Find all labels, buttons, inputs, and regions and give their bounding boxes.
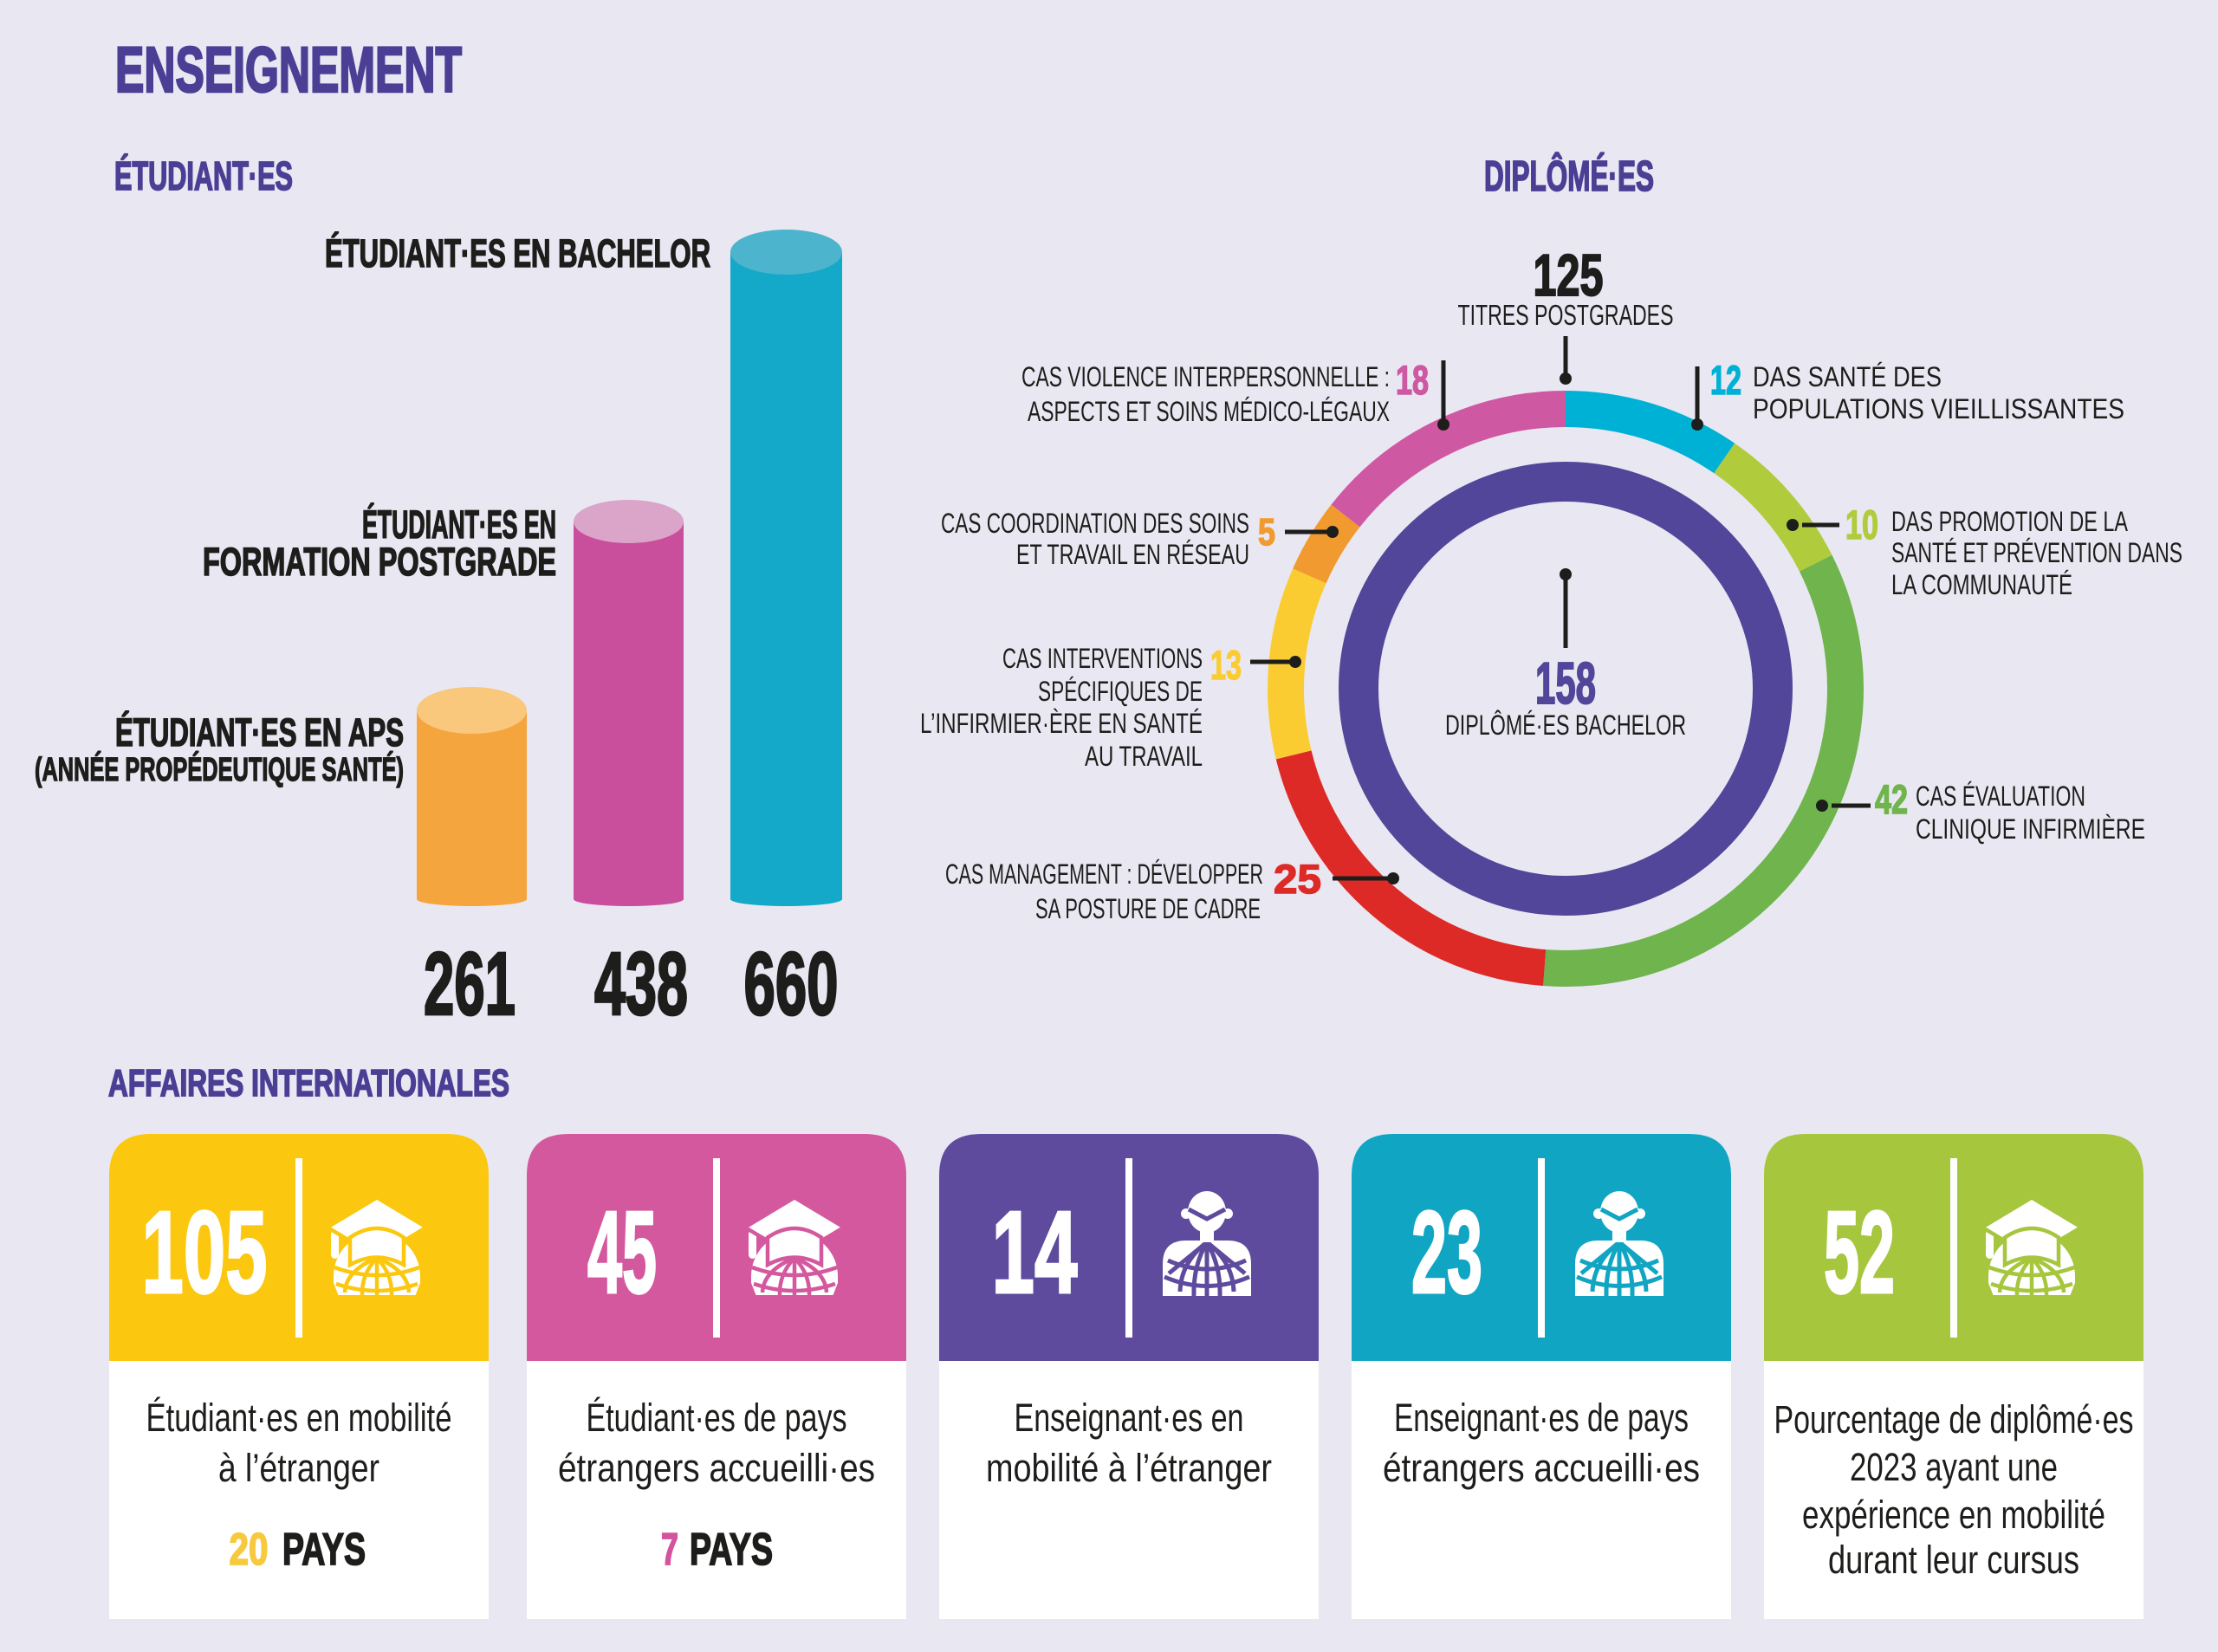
svg-text:POPULATIONS VIEILLISSANTES: POPULATIONS VIEILLISSANTES xyxy=(1753,393,2124,424)
svg-text:Pourcentage de diplômé·es: Pourcentage de diplômé·es xyxy=(1774,1397,2134,1441)
svg-text:SANTÉ ET PRÉVENTION DANS: SANTÉ ET PRÉVENTION DANS xyxy=(1891,537,2182,568)
svg-text:mobilité à l’étranger: mobilité à l’étranger xyxy=(986,1446,1272,1490)
svg-text:AU TRAVAIL: AU TRAVAIL xyxy=(1085,741,1203,772)
svg-text:à l’étranger: à l’étranger xyxy=(218,1446,379,1490)
svg-text:DAS SANTÉ DES: DAS SANTÉ DES xyxy=(1753,361,1942,392)
svg-text:ENSEIGNEMENT: ENSEIGNEMENT xyxy=(115,34,462,106)
svg-text:durant leur cursus: durant leur cursus xyxy=(1828,1538,2079,1582)
svg-text:DAS PROMOTION DE LA: DAS PROMOTION DE LA xyxy=(1891,506,2128,537)
svg-text:14: 14 xyxy=(992,1187,1078,1318)
svg-text:AFFAIRES INTERNATIONALES: AFFAIRES INTERNATIONALES xyxy=(108,1062,509,1105)
svg-text:23: 23 xyxy=(1411,1187,1482,1318)
svg-text:7: 7 xyxy=(661,1525,678,1575)
svg-text:PAYS: PAYS xyxy=(282,1525,366,1575)
svg-text:ÉTUDIANT·ES: ÉTUDIANT·ES xyxy=(114,153,293,198)
svg-text:SPÉCIFIQUES DE: SPÉCIFIQUES DE xyxy=(1038,676,1203,707)
svg-text:20: 20 xyxy=(230,1525,269,1575)
svg-text:SA POSTURE DE CADRE: SA POSTURE DE CADRE xyxy=(1035,893,1261,924)
svg-text:CAS ÉVALUATION: CAS ÉVALUATION xyxy=(1916,781,2085,812)
svg-text:DIPLÔMÉ·ES BACHELOR: DIPLÔMÉ·ES BACHELOR xyxy=(1445,709,1686,741)
svg-text:ET TRAVAIL EN RÉSEAU: ET TRAVAIL EN RÉSEAU xyxy=(1016,539,1249,570)
svg-text:10: 10 xyxy=(1845,502,1878,547)
svg-text:étrangers accueilli·es: étrangers accueilli·es xyxy=(558,1446,875,1490)
svg-text:660: 660 xyxy=(744,934,839,1033)
svg-text:ÉTUDIANT·ES EN BACHELOR: ÉTUDIANT·ES EN BACHELOR xyxy=(325,231,710,275)
svg-text:ASPECTS ET SOINS MÉDICO-LÉGAUX: ASPECTS ET SOINS MÉDICO-LÉGAUX xyxy=(1028,396,1390,427)
svg-text:TITRES POSTGRADES: TITRES POSTGRADES xyxy=(1458,299,1674,331)
svg-text:CAS INTERVENTIONS: CAS INTERVENTIONS xyxy=(1002,643,1203,674)
svg-text:158: 158 xyxy=(1535,651,1596,716)
svg-text:25: 25 xyxy=(1274,856,1321,902)
svg-text:12: 12 xyxy=(1710,357,1741,403)
svg-text:L’INFIRMIER·ÈRE EN SANTÉ: L’INFIRMIER·ÈRE EN SANTÉ xyxy=(920,708,1203,739)
svg-text:ÉTUDIANT·ES EN APS: ÉTUDIANT·ES EN APS xyxy=(115,710,404,755)
svg-text:125: 125 xyxy=(1534,243,1604,308)
svg-text:13: 13 xyxy=(1210,642,1242,688)
svg-text:CAS VIOLENCE INTERPERSONNELLE: CAS VIOLENCE INTERPERSONNELLE : xyxy=(1021,361,1390,392)
svg-text:ÉTUDIANT·ES EN: ÉTUDIANT·ES EN xyxy=(362,502,556,547)
svg-text:CAS MANAGEMENT : DÉVELOPPER: CAS MANAGEMENT : DÉVELOPPER xyxy=(945,858,1263,890)
svg-text:261: 261 xyxy=(424,934,516,1033)
svg-text:52: 52 xyxy=(1824,1187,1895,1318)
svg-text:2023 ayant une: 2023 ayant une xyxy=(1850,1445,2058,1489)
svg-text:5: 5 xyxy=(1258,511,1275,554)
svg-text:Étudiant·es en mobilité: Étudiant·es en mobilité xyxy=(146,1396,452,1440)
svg-text:DIPLÔMÉ·ES: DIPLÔMÉ·ES xyxy=(1484,152,1654,200)
svg-text:(ANNÉE PROPÉDEUTIQUE SANTÉ): (ANNÉE PROPÉDEUTIQUE SANTÉ) xyxy=(35,750,404,788)
svg-text:CAS COORDINATION DES SOINS: CAS COORDINATION DES SOINS xyxy=(941,508,1249,539)
svg-text:18: 18 xyxy=(1396,357,1429,403)
svg-text:Étudiant·es de pays: Étudiant·es de pays xyxy=(587,1396,847,1440)
svg-text:Enseignant·es de pays: Enseignant·es de pays xyxy=(1394,1396,1689,1440)
svg-text:étrangers accueilli·es: étrangers accueilli·es xyxy=(1383,1446,1700,1490)
svg-text:CLINIQUE INFIRMIÈRE: CLINIQUE INFIRMIÈRE xyxy=(1916,813,2145,845)
svg-text:45: 45 xyxy=(587,1187,657,1318)
svg-text:LA COMMUNAUTÉ: LA COMMUNAUTÉ xyxy=(1891,569,2072,600)
svg-text:42: 42 xyxy=(1875,776,1908,822)
svg-text:Enseignant·es en: Enseignant·es en xyxy=(1015,1396,1244,1440)
svg-text:105: 105 xyxy=(142,1187,268,1318)
svg-text:FORMATION POSTGRADE: FORMATION POSTGRADE xyxy=(203,540,556,584)
svg-text:PAYS: PAYS xyxy=(690,1525,773,1575)
svg-text:expérience en mobilité: expérience en mobilité xyxy=(1802,1493,2105,1537)
svg-text:438: 438 xyxy=(594,934,688,1033)
